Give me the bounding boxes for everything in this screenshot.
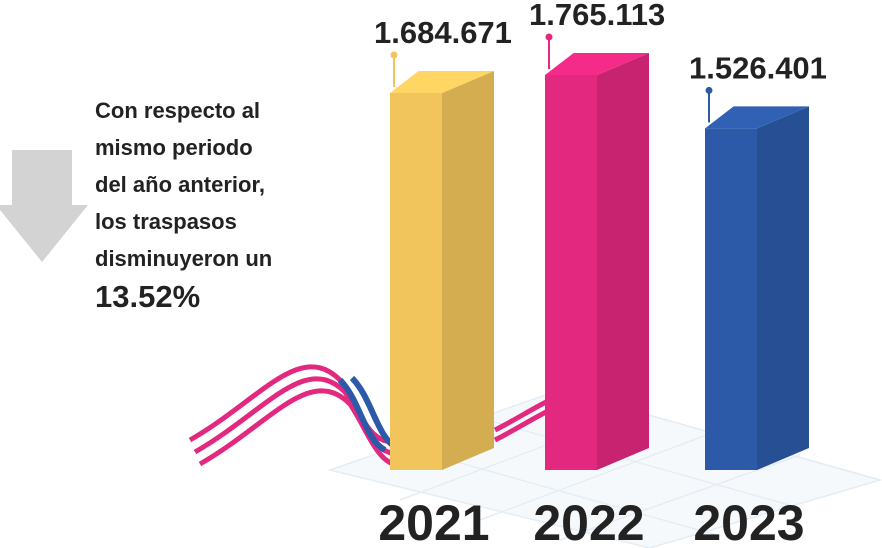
bar-side [757, 106, 809, 471]
x-tick-label: 2021 [378, 495, 489, 548]
x-tick-label: 2022 [533, 495, 644, 548]
note-line: mismo periodo [95, 135, 253, 160]
bar [705, 128, 757, 470]
down-arrow [0, 150, 88, 262]
label-dot [705, 86, 713, 94]
x-tick-label: 2023 [693, 495, 804, 548]
bars: 1.684.671 2021 1.765.113 2022 1.526.401 2023 [374, 0, 827, 548]
value-label: 1.526.401 [689, 50, 827, 85]
label-dot [390, 51, 398, 59]
bar-side [442, 71, 494, 470]
note-line: del año anterior, [95, 172, 265, 197]
value-label: 1.684.671 [374, 15, 512, 50]
note: Con respecto al mismo periodo del año ante… [95, 98, 272, 314]
value-label: 1.765.113 [529, 0, 665, 32]
bar-top [705, 106, 809, 129]
note-line: Con respecto al [95, 98, 260, 123]
label-dot [545, 33, 553, 41]
bar-side [597, 53, 649, 470]
bar-top [545, 53, 649, 75]
note-line: disminuyeron un [95, 246, 272, 271]
bar [390, 93, 442, 470]
note-line: los traspasos [95, 209, 237, 234]
note-highlight: 13.52% [95, 279, 200, 314]
bar [545, 75, 597, 470]
bar-top [390, 71, 494, 94]
